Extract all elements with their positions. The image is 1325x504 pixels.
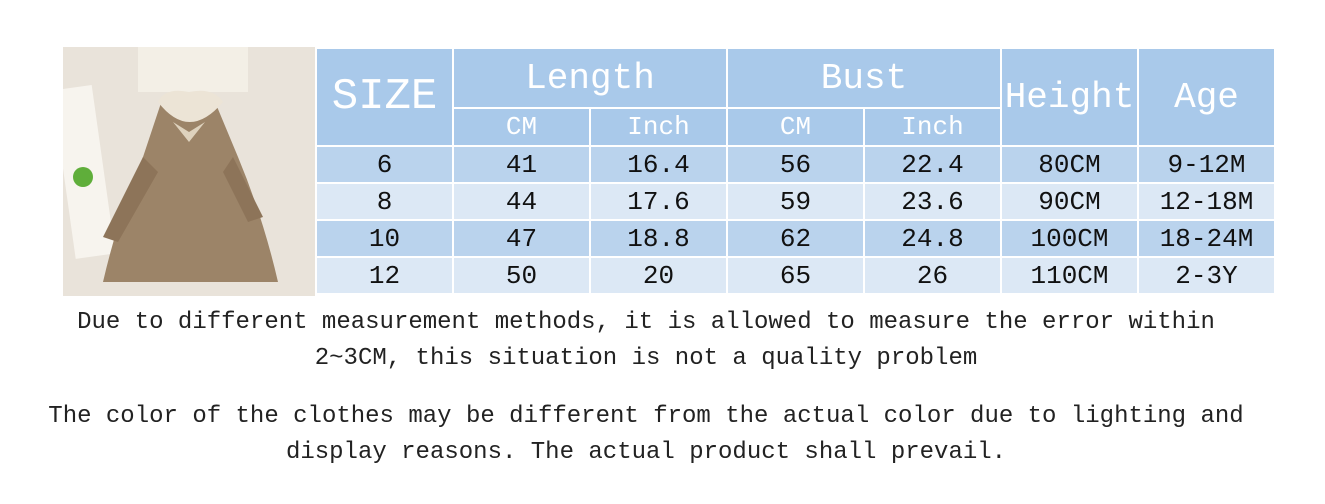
table-cell: 110CM	[1000, 256, 1139, 295]
table-cell: 2-3Y	[1137, 256, 1276, 295]
note: Due to different measurement methods, it…	[77, 309, 1215, 372]
product-photo	[63, 47, 315, 296]
table-cell: 12	[315, 256, 454, 295]
note: The color of the clothes may be differen…	[48, 403, 1244, 466]
table-cell: 17.6	[589, 182, 728, 221]
table-cell: 8	[315, 182, 454, 221]
table-cell: 80CM	[1000, 145, 1139, 184]
table-cell: 9-12M	[1137, 145, 1276, 184]
subheader-cell: Inch	[863, 107, 1002, 147]
table-cell: 10	[315, 219, 454, 258]
table-cell: 22.4	[863, 145, 1002, 184]
header-cell: Height	[1000, 47, 1139, 147]
header-cell: SIZE	[315, 47, 454, 147]
table-cell: 50	[452, 256, 591, 295]
table-cell: 44	[452, 182, 591, 221]
table-cell: 12-18M	[1137, 182, 1276, 221]
table-cell: 47	[452, 219, 591, 258]
table-row: 10 47 18.8 62 24.8 100CM 18-24M	[315, 219, 1276, 258]
table-cell: 16.4	[589, 145, 728, 184]
table-row: 12 50 20 65 26 110CM 2-3Y	[315, 256, 1276, 295]
table-cell: 18-24M	[1137, 219, 1276, 258]
table-cell: 18.8	[589, 219, 728, 258]
table-row: 8 44 17.6 59 23.6 90CM 12-18M	[315, 182, 1276, 221]
table-cell: 56	[726, 145, 865, 184]
table-cell: 20	[589, 256, 728, 295]
table-cell: 26	[863, 256, 1002, 295]
table-cell: 24.8	[863, 219, 1002, 258]
table-cell: 90CM	[1000, 182, 1139, 221]
table-cell: 23.6	[863, 182, 1002, 221]
table-cell: 41	[452, 145, 591, 184]
subheader-cell: CM	[452, 107, 591, 147]
subheader-cell: Inch	[589, 107, 728, 147]
header-cell: Bust	[726, 47, 1002, 109]
table-row: 6 41 16.4 56 22.4 80CM 9-12M	[315, 145, 1276, 184]
table-cell: 65	[726, 256, 865, 295]
size-table: SIZE Length Bust Height Age CM Inch CM I…	[315, 47, 1276, 295]
table-cell: 59	[726, 182, 865, 221]
header-cell: Length	[452, 47, 728, 109]
table-cell: 62	[726, 219, 865, 258]
table-cell: 6	[315, 145, 454, 184]
subheader-cell: CM	[726, 107, 865, 147]
table-cell: 100CM	[1000, 219, 1139, 258]
header-cell: Age	[1137, 47, 1276, 147]
table-body: 6 41 16.4 56 22.4 80CM 9-12M 8 44 17.6 59 23.6 90CM 1…	[315, 145, 1276, 295]
